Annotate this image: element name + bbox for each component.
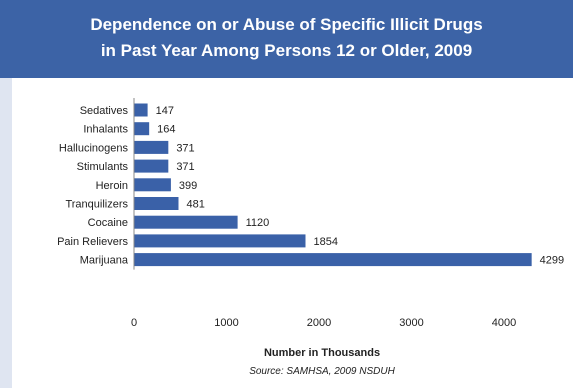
bar: [134, 140, 169, 154]
chart-title-line-2: in Past Year Among Persons 12 or Older, …: [100, 41, 473, 60]
data-label: 399: [179, 180, 197, 192]
bar: [134, 215, 238, 229]
chart-title-line-1: Dependence on or Abuse of Specific Illic…: [90, 15, 483, 34]
category-label: Sedatives: [80, 105, 129, 117]
data-label: 1854: [313, 236, 337, 248]
bar: [134, 159, 169, 173]
chart-panel: Sedatives 147 Inhalants 164 Hallucinogens 371…: [12, 78, 573, 388]
bar: [134, 197, 179, 210]
source-note: Source: SAMHSA, 2009 NSDUH: [249, 366, 395, 377]
category-label: Hallucinogens: [59, 142, 129, 154]
bar-chart: Sedatives 147 Inhalants 164 Hallucinogens 371…: [57, 98, 564, 377]
data-label: 1120: [246, 217, 270, 229]
category-label: Pain Relievers: [57, 236, 128, 248]
bar: [134, 253, 532, 267]
data-label: 147: [156, 105, 174, 117]
data-label: 481: [186, 199, 204, 211]
category-label: Stimulants: [77, 161, 129, 173]
bar: [134, 122, 150, 136]
category-label: Heroin: [96, 180, 128, 192]
category-label: Marijuana: [80, 255, 129, 267]
data-label: 371: [176, 161, 194, 173]
x-axis-label: Number in Thousands: [264, 347, 380, 359]
data-label: 4299: [540, 255, 564, 267]
data-label: 164: [157, 124, 175, 136]
x-tick-label: 4000: [492, 317, 516, 329]
bar: [134, 103, 148, 117]
bar: [134, 234, 306, 248]
x-tick-label: 2000: [307, 317, 331, 329]
bar: [134, 178, 171, 192]
x-tick-label: 3000: [399, 317, 423, 329]
x-tick-label: 0: [131, 317, 137, 329]
x-tick-label: 1000: [214, 317, 238, 329]
category-label: Cocaine: [88, 217, 128, 229]
category-label: Tranquilizers: [65, 199, 128, 211]
category-label: Inhalants: [83, 124, 128, 136]
data-label: 371: [176, 142, 194, 154]
chart-header: Dependence on or Abuse of Specific Illic…: [0, 0, 573, 78]
